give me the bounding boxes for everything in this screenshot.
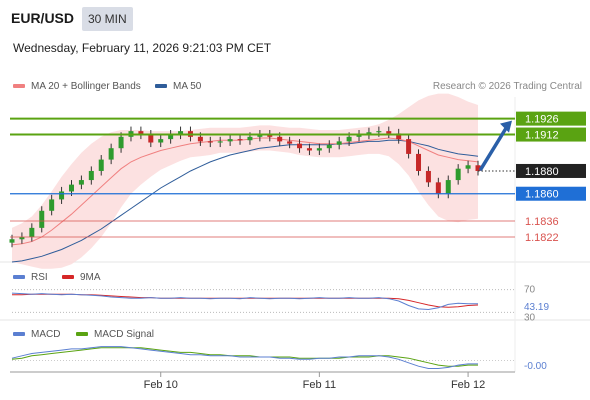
x-tick-label: Feb 12 [451, 379, 485, 391]
forecast-arrow-head-icon [500, 120, 512, 133]
candle-up [68, 184, 74, 192]
candle-up [366, 132, 372, 135]
ma20-line [11, 137, 479, 246]
candle-down [306, 148, 312, 151]
resistance-label-box [516, 111, 586, 126]
candle-up [445, 180, 451, 194]
legend-rsi-ma: 9MA [62, 272, 101, 283]
macd-line [11, 346, 478, 369]
candle-up [29, 227, 35, 237]
forecast-arrow [479, 124, 509, 171]
candle-up [59, 191, 65, 200]
pivot-label: 1.1860 [525, 189, 559, 201]
candle-down [237, 139, 243, 141]
x-tick-label: Feb 10 [144, 379, 178, 391]
candle-up [88, 170, 94, 181]
candle-up [346, 136, 352, 142]
resistance-label: 1.1926 [525, 114, 559, 126]
candle-down [386, 131, 392, 134]
rsi-swatch-icon [13, 275, 25, 280]
candle-down [297, 143, 303, 149]
rsi-tick-label: 43.19 [524, 302, 549, 313]
candle-down [416, 153, 422, 171]
candle-down [267, 134, 273, 137]
candle-up [227, 139, 233, 142]
rsi-line [11, 292, 478, 311]
resistance-label: 1.1912 [525, 130, 559, 142]
candle-up [376, 131, 382, 133]
candle-up [326, 144, 332, 149]
macd-signal-line [11, 347, 478, 367]
candle-up [98, 159, 104, 171]
candle-up [465, 165, 471, 169]
resistance-label-box [516, 127, 586, 142]
macd-signal-swatch-icon [76, 332, 88, 337]
macd-tick-label: -0.00 [524, 361, 547, 372]
candle-up [9, 239, 15, 243]
support-label: 1.1822 [525, 232, 559, 244]
legend-macd-signal: MACD Signal [76, 329, 154, 340]
candle-down [207, 141, 213, 143]
legend-ma50: MA 50 [155, 81, 201, 92]
candle-up [356, 134, 362, 137]
candle-up [108, 148, 114, 160]
ma20-swatch-icon [13, 84, 25, 89]
legend-macd: MACD [13, 329, 60, 340]
macd-swatch-icon [13, 332, 25, 337]
candle-down [277, 136, 283, 142]
candle-down [197, 136, 203, 142]
candle-down [406, 139, 412, 154]
rsi-ma-swatch-icon [62, 275, 74, 280]
candle-down [475, 165, 481, 171]
current-price-label: 1.1880 [525, 166, 559, 178]
pivot-label-box [516, 186, 586, 201]
candle-down [148, 134, 154, 143]
candle-down [425, 170, 431, 183]
candle-up [78, 180, 84, 185]
currency-pair-title: EUR/USD [11, 10, 75, 26]
timeframe-badge[interactable]: 30 MIN [82, 7, 133, 31]
rsi-tick-label: 30 [524, 312, 536, 323]
copyright-text: Research © 2026 Trading Central [432, 81, 582, 92]
current-price-box [516, 163, 586, 178]
ma50-swatch-icon [155, 84, 167, 89]
candle-down [138, 131, 144, 135]
legend-ma20: MA 20 + Bollinger Bands [13, 81, 141, 92]
candle-down [435, 182, 441, 194]
candle-up [158, 139, 164, 143]
candle-up [49, 199, 55, 211]
candle-up [168, 134, 174, 140]
candle-up [217, 141, 223, 143]
candle-up [247, 136, 253, 141]
candle-up [19, 236, 25, 240]
candle-up [257, 134, 263, 137]
rsi-tick-label: 70 [524, 285, 536, 296]
x-tick-label: Feb 11 [303, 379, 336, 391]
candle-up [39, 210, 45, 228]
chart-header: EUR/USD 30 MIN [0, 0, 590, 36]
chart-datetime: Wednesday, February 11, 2026 9:21:03 PM … [13, 41, 272, 55]
support-label: 1.1836 [525, 216, 559, 228]
candle-up [455, 168, 461, 181]
candle-down [287, 141, 293, 144]
candle-up [336, 141, 342, 145]
candle-down [396, 133, 402, 140]
bollinger-band-area [12, 93, 478, 269]
candle-up [178, 131, 184, 135]
ma50-line [11, 139, 479, 263]
candle-up [316, 148, 322, 151]
legend-rsi: RSI [13, 272, 48, 283]
candle-up [118, 136, 124, 149]
